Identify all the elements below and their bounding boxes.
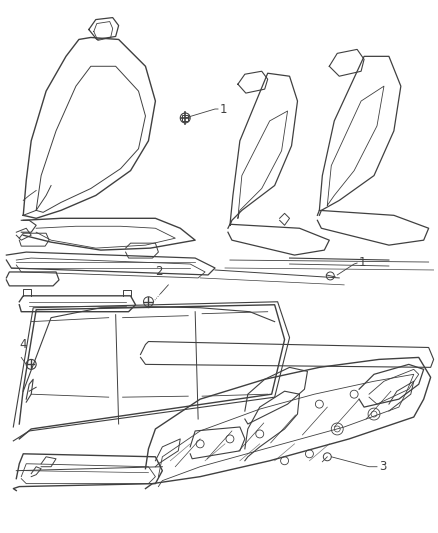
Text: 1: 1	[220, 102, 227, 116]
Bar	[182, 115, 188, 121]
Text: 1: 1	[359, 255, 367, 269]
Text: 2: 2	[155, 265, 163, 278]
Text: 3: 3	[379, 460, 386, 473]
Text: 4: 4	[19, 338, 27, 351]
